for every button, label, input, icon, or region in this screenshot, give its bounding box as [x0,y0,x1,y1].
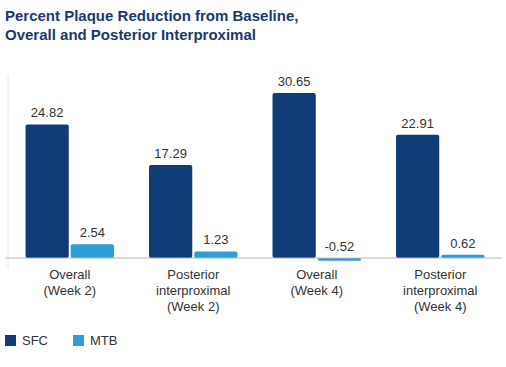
legend-label: MTB [90,333,117,348]
data-label: -0.52 [325,239,355,254]
chart-container: Percent Plaque Reduction from Baseline, O… [0,0,506,367]
category-line: Posterior [167,267,220,282]
chart-title: Percent Plaque Reduction from Baseline, O… [5,7,298,43]
category-line: (Week 2) [44,283,97,298]
bar [194,251,237,258]
category-line: interproximal [156,283,231,298]
bars [26,93,485,261]
category-line: Posterior [414,267,467,282]
data-label: 30.65 [278,74,311,89]
data-label: 24.82 [31,105,64,120]
title-line: Overall and Posterior Interproximal [5,26,256,43]
category-line: (Week 4) [414,299,467,314]
category-label: Posteriorinterproximal(Week 4) [403,267,478,314]
category-label: Overall(Week 4) [291,267,344,298]
category-line: (Week 2) [167,299,220,314]
bar [149,165,192,258]
data-labels: 24.82 17.29 30.65 22.91 2.54 1.23 -0.52 0.62 [31,74,476,254]
category-line: (Week 4) [291,283,344,298]
category-line: Overall [49,267,90,282]
legend-swatch [5,335,16,346]
category-line: Overall [296,267,337,282]
chart-svg: Percent Plaque Reduction from Baseline, O… [0,0,506,367]
bar [273,93,316,258]
title-line: Percent Plaque Reduction from Baseline, [5,7,298,24]
data-label: 22.91 [401,116,434,131]
category-line: interproximal [403,283,478,298]
grid-line [5,258,502,259]
data-label: 17.29 [154,146,187,161]
bar [26,124,69,258]
category-label: Posteriorinterproximal(Week 2) [156,267,231,314]
legend-label: SFC [22,333,48,348]
bar [396,135,439,258]
legend-swatch [73,335,84,346]
bar [441,255,484,258]
axis-line [8,75,9,269]
data-label: 0.62 [450,236,475,251]
data-label: 1.23 [203,232,228,247]
category-label: Overall(Week 2) [44,267,97,298]
bar [71,244,114,258]
data-label: 2.54 [80,225,105,240]
